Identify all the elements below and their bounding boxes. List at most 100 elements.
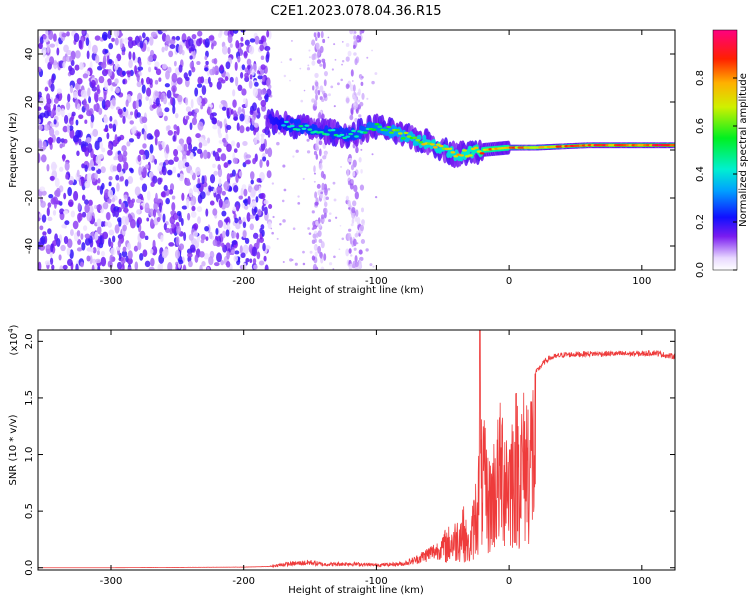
noise-speck <box>264 148 269 155</box>
noise-speck <box>320 214 325 220</box>
noise-speck <box>127 36 133 41</box>
noise-speck <box>323 93 328 98</box>
noise-speck <box>263 255 267 262</box>
noise-speck <box>129 120 134 125</box>
noise-speck <box>46 207 50 217</box>
noise-speck <box>162 95 168 105</box>
noise-speck <box>125 99 129 108</box>
noise-speck <box>267 147 273 158</box>
noise-speck <box>53 33 57 42</box>
noise-speck <box>320 266 325 270</box>
noise-speck <box>149 248 154 254</box>
noise-speck <box>188 260 193 268</box>
noise-speck <box>63 210 69 215</box>
noise-speck <box>217 167 223 178</box>
noise-speck <box>138 99 142 107</box>
noise-speck <box>182 264 187 270</box>
noise-speck <box>106 198 112 204</box>
noise-speck <box>72 220 79 230</box>
noise-speck <box>127 39 134 49</box>
noise-speck <box>317 223 322 229</box>
noise-speck <box>244 72 249 79</box>
noise-speck <box>128 51 132 60</box>
noise-speck <box>239 245 243 254</box>
noise-speck <box>350 164 355 171</box>
noise-speck <box>78 138 82 146</box>
noise-speck <box>358 249 363 255</box>
noise-speck <box>165 144 170 154</box>
noise-speck <box>55 39 59 47</box>
noise-speck <box>127 213 132 220</box>
noise-speck <box>69 84 74 94</box>
noise-speck <box>314 201 319 206</box>
noise-speck <box>269 94 273 98</box>
noise-speck <box>223 181 230 191</box>
noise-speck <box>352 108 355 111</box>
noise-speck <box>209 200 215 206</box>
noise-speck <box>197 177 201 185</box>
noise-speck <box>172 135 176 142</box>
colorbar-ticks: 0.0 0.2 0.4 0.6 0.8 <box>695 70 737 278</box>
noise-speck <box>98 107 103 115</box>
noise-speck <box>136 132 141 140</box>
noise-speck <box>50 110 54 118</box>
noise-speck <box>350 254 353 257</box>
noise-speck <box>239 72 244 79</box>
noise-speck <box>149 135 154 140</box>
noise-speck <box>107 68 113 77</box>
noise-speck <box>252 232 259 239</box>
noise-speck <box>49 43 56 48</box>
track-core <box>386 125 392 129</box>
noise-speck <box>162 63 168 70</box>
noise-speck <box>211 117 217 125</box>
noise-speck <box>91 258 97 264</box>
noise-speck <box>44 86 49 92</box>
noise-speck <box>167 169 173 176</box>
noise-speck <box>164 44 169 52</box>
noise-speck <box>150 257 155 267</box>
noise-speck <box>321 58 326 63</box>
noise-speck <box>131 198 135 203</box>
noise-speck <box>51 75 55 84</box>
noise-speck <box>97 226 102 235</box>
noise-speck <box>204 55 208 61</box>
track-body <box>357 133 362 140</box>
noise-speck <box>164 83 170 88</box>
noise-speck <box>104 221 108 227</box>
noise-speck <box>112 165 118 172</box>
y-tick-label: 2.0 <box>24 333 35 349</box>
noise-speck <box>140 78 144 86</box>
noise-speck <box>255 213 259 222</box>
noise-speck <box>169 39 176 45</box>
track-core <box>304 124 310 127</box>
noise-speck <box>260 88 267 95</box>
noise-speck <box>193 223 199 231</box>
noise-speck <box>60 244 66 252</box>
noise-speck <box>328 93 331 97</box>
noise-speck <box>352 80 354 82</box>
track-core <box>348 132 354 136</box>
noise-speck <box>308 49 311 52</box>
noise-speck <box>350 223 354 227</box>
noise-speck <box>249 214 255 219</box>
track-core <box>281 124 286 127</box>
noise-speck <box>249 74 253 80</box>
snr-frame <box>37 329 676 571</box>
noise-speck <box>171 202 176 212</box>
noise-speck <box>232 206 237 212</box>
noise-speck <box>165 34 171 45</box>
noise-speck <box>165 197 170 205</box>
noise-speck <box>154 136 158 146</box>
noise-speck <box>221 45 228 55</box>
noise-speck <box>323 195 327 203</box>
noise-speck <box>84 119 88 124</box>
noise-speck <box>53 59 58 70</box>
noise-speck <box>366 97 369 100</box>
noise-speck <box>205 208 209 217</box>
noise-speck <box>59 265 64 270</box>
noise-speck <box>215 227 219 235</box>
noise-speck <box>280 61 283 63</box>
noise-speck <box>64 161 70 171</box>
noise-speck <box>99 234 103 245</box>
